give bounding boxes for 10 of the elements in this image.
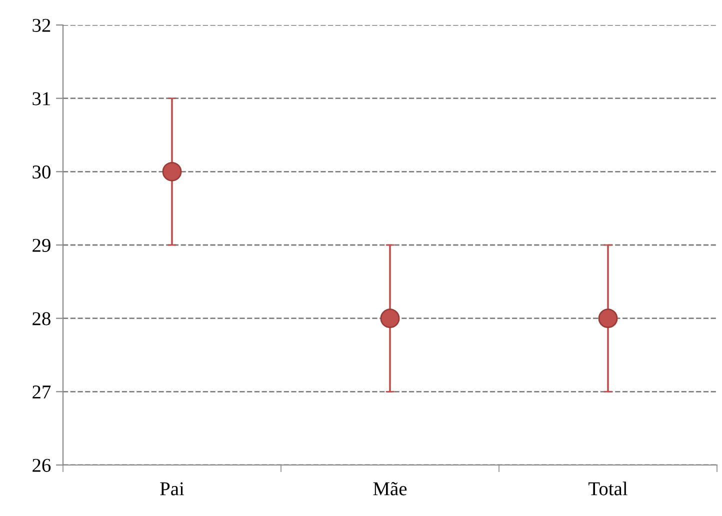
y-tick-label: 31 [32, 92, 50, 106]
y-tick-label: 26 [32, 458, 51, 472]
y-tick-label: 28 [32, 312, 50, 326]
y-tick-label: 27 [32, 386, 51, 398]
x-tick-label: Mãe [373, 482, 407, 496]
x-tick-label: Total [588, 482, 628, 496]
y-tick-label: 30 [32, 165, 50, 179]
x-tick-label: Pai [160, 482, 184, 496]
y-tick-label: 29 [32, 238, 50, 252]
y-tick-label: 32 [32, 18, 50, 32]
